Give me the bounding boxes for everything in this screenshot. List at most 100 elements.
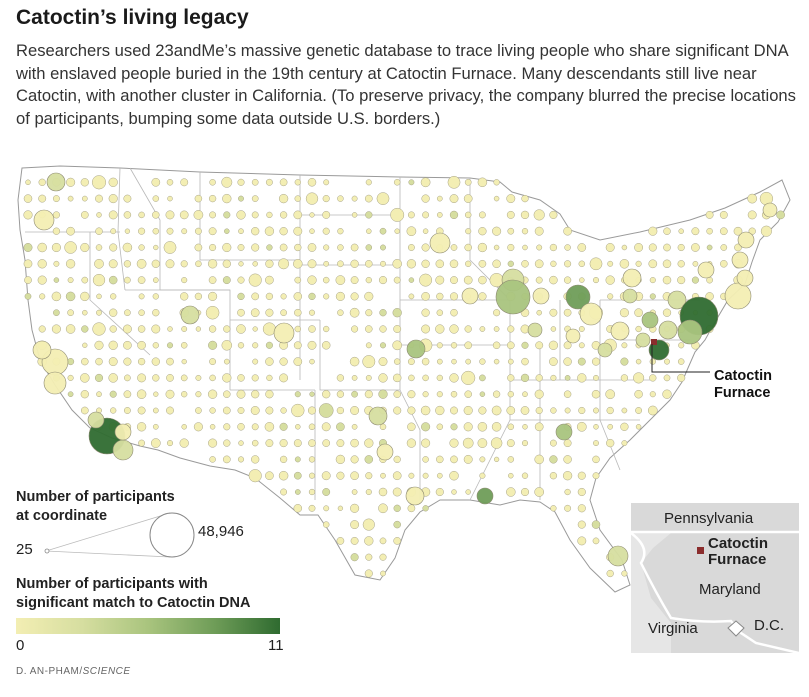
participant-dot (366, 228, 372, 234)
participant-dot (479, 456, 486, 463)
participant-dot (649, 374, 657, 382)
participant-dot (760, 225, 772, 237)
participant-dot (136, 389, 147, 399)
participant-dot (364, 455, 374, 464)
participant-dot (95, 244, 103, 251)
participant-dot (421, 422, 431, 432)
participant-dot (151, 259, 160, 268)
participant-dot (123, 390, 132, 399)
participant-dot (250, 406, 260, 415)
participant-dot (109, 325, 117, 333)
participant-dot (364, 536, 374, 546)
participant-dot (506, 210, 515, 219)
participant-dot (407, 504, 416, 513)
participant-dot (223, 439, 231, 447)
participant-dot (222, 455, 231, 464)
participant-dot (322, 276, 330, 284)
participant-dot (295, 424, 301, 430)
participant-dot (662, 259, 672, 269)
participant-dot (335, 454, 346, 465)
participant-dot (265, 471, 274, 481)
participant-dot (67, 391, 74, 398)
participant-dot (564, 504, 572, 512)
participant-dot (280, 309, 287, 317)
participant-dot (180, 342, 188, 349)
participant-dot (493, 244, 500, 251)
participant-dot (576, 421, 587, 432)
participant-dot (293, 504, 303, 513)
participant-dot (606, 438, 615, 448)
participant-dot (337, 505, 344, 511)
participant-dot (151, 177, 161, 187)
participant-dot (592, 277, 600, 284)
participant-dot (308, 488, 316, 496)
participant-dot (534, 487, 545, 497)
participant-dot (407, 406, 416, 415)
participant-dot (478, 292, 487, 301)
participant-dot (449, 438, 459, 448)
participant-dot (422, 228, 429, 234)
participant-dot (677, 276, 686, 285)
participant-dot (351, 325, 359, 333)
participant-dot (465, 358, 472, 365)
participant-dot (633, 372, 645, 384)
participant-dot (605, 275, 615, 285)
participant-dot (350, 438, 359, 448)
participant-dot (507, 374, 515, 382)
participant-dot (620, 422, 629, 431)
participant-dot (181, 326, 188, 332)
participant-dot (180, 178, 189, 187)
participant-dot (393, 406, 402, 415)
participant-dot (335, 275, 346, 285)
participant-dot (181, 391, 188, 398)
participant-dot (322, 195, 330, 203)
participant-dot (52, 195, 60, 203)
participant-dot (493, 358, 500, 365)
size-legend-graphic (44, 512, 195, 558)
participant-dot (308, 472, 316, 479)
participant-dot (265, 390, 274, 399)
participant-dot (620, 374, 629, 382)
participant-dot (450, 406, 458, 415)
participant-dot (25, 179, 31, 186)
participant-dot (635, 325, 642, 333)
participant-dot (734, 243, 742, 252)
participant-dot (577, 504, 586, 513)
participant-dot (578, 260, 586, 268)
participant-dot (309, 391, 315, 397)
participant-dot (420, 177, 431, 188)
participant-dot (435, 405, 445, 416)
participant-dot (67, 374, 74, 381)
participant-dot (663, 374, 671, 382)
participant-dot (408, 472, 415, 479)
participant-dot (392, 340, 403, 351)
size-legend-max: 48,946 (198, 523, 244, 540)
participant-dot (207, 259, 218, 269)
participant-dot (621, 407, 628, 414)
participant-dot (563, 439, 572, 448)
participant-dot (151, 324, 161, 334)
participant-dot-large (87, 411, 105, 429)
participant-dot (492, 259, 501, 269)
participant-dot (421, 194, 430, 203)
participant-dot (706, 244, 713, 251)
participant-dot (506, 406, 516, 415)
participant-dot (380, 244, 386, 251)
participant-dot (451, 358, 457, 365)
participant-dot (408, 293, 415, 300)
participant-dot (535, 406, 543, 415)
participant-dot (365, 179, 372, 186)
participant-dot (294, 456, 301, 463)
participant-dot (80, 291, 90, 302)
participant-dot-large (476, 487, 494, 505)
participant-dot (224, 228, 230, 234)
participant-dot (194, 227, 202, 235)
inset-graphic (631, 530, 799, 653)
participant-dot (378, 276, 388, 285)
participant-dot (166, 179, 174, 186)
participant-dot (507, 325, 515, 333)
participant-dot (691, 243, 700, 252)
participant-dot (407, 211, 415, 219)
participant-dot (123, 211, 132, 219)
participant-dot (138, 293, 145, 300)
